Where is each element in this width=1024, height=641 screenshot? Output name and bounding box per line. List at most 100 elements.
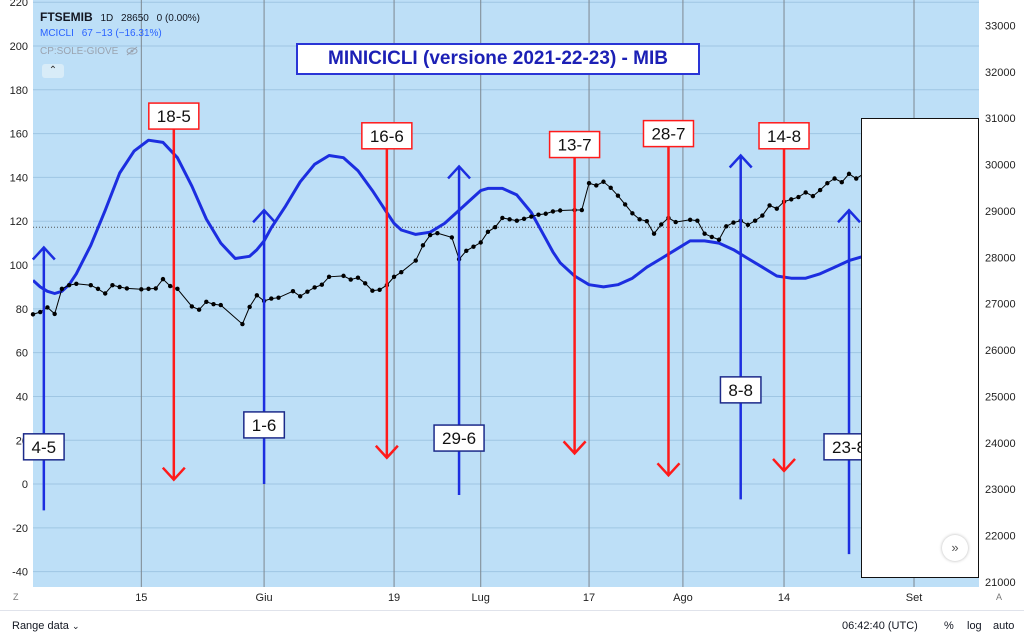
left-axis-tick-label: 0 (22, 479, 28, 491)
right-axis-tick-label: 22000 (985, 531, 1016, 543)
low-marker-label-box (22, 433, 65, 461)
high-marker-label: 14-8 (767, 127, 801, 146)
price-point (305, 289, 310, 294)
price-point (175, 286, 180, 292)
left-axis-tick-label: 40 (16, 391, 28, 403)
price-point (543, 211, 548, 216)
chevron-up-icon[interactable]: ⌃ (42, 64, 64, 78)
price-point (550, 209, 556, 214)
left-axis-tick-label: 120 (10, 216, 28, 228)
price-point (745, 222, 751, 228)
price-point (117, 284, 122, 290)
double-chevron-right-icon[interactable]: » (942, 535, 968, 561)
price-point (536, 212, 541, 217)
eye-off-icon[interactable] (126, 46, 138, 56)
price-point (774, 206, 780, 211)
price-point (854, 176, 859, 181)
high-marker-label: 18-5 (157, 107, 191, 126)
price-point (485, 229, 491, 235)
price-point (276, 295, 281, 300)
price-point (651, 231, 657, 236)
price-point (846, 171, 852, 177)
right-axis-tick-label: 30000 (985, 160, 1016, 172)
price-point (95, 286, 101, 292)
right-axis-tick-label: 23000 (985, 484, 1016, 496)
price-point (471, 244, 476, 249)
price-point (500, 215, 505, 221)
price-point (348, 277, 353, 282)
low-marker-label-box (243, 411, 286, 439)
price-point (615, 193, 621, 198)
price-point (45, 305, 50, 310)
left-axis-tick-label: -40 (12, 567, 28, 579)
left-axis-tick-label: 140 (10, 172, 28, 184)
price-point (38, 309, 43, 315)
price-point (297, 294, 303, 299)
price-point (825, 180, 830, 186)
price-point (579, 207, 585, 213)
legend-overlay[interactable]: CP:SOLE-GIOVE (40, 46, 138, 57)
price-point (211, 301, 216, 307)
price-point (312, 285, 317, 290)
price-point (702, 231, 707, 236)
price-point (240, 321, 245, 327)
range-data-button[interactable]: Range data ⌄ (12, 620, 80, 632)
price-point (362, 281, 368, 286)
price-point (557, 208, 563, 213)
left-axis-tick-label: 220 (10, 0, 28, 9)
price-point (586, 180, 592, 186)
price-point (66, 282, 72, 288)
log-scale-toggle[interactable]: log (967, 620, 982, 632)
price-point (789, 197, 794, 202)
blank-overlay-panel (861, 118, 979, 578)
low-marker-label: 4-5 (32, 438, 57, 457)
legend-main-series[interactable]: FTSEMIB 1D 28650 0 (0.00%) (40, 10, 205, 24)
legend-indicator-values: 67 −13 (−16.31%) (81, 28, 162, 39)
low-marker-label-box (433, 424, 485, 452)
price-point (832, 176, 837, 181)
high-arrow-head (562, 440, 587, 456)
bottom-toolbar: Range data ⌄ 06:42:40 (UTC) % log auto (0, 610, 1024, 641)
low-arrow-head (447, 164, 471, 180)
price-point (478, 240, 483, 245)
price-point (189, 304, 195, 309)
price-point (413, 258, 418, 263)
chart-title: MINICICLI (versione 2021-22-23) - MIB (296, 43, 700, 75)
price-point (139, 287, 144, 292)
x-axis-tick-label: Ago (673, 592, 693, 604)
left-axis-tick-label: 60 (16, 348, 28, 360)
right-axis-tick-label: 25000 (985, 391, 1016, 403)
utc-clock[interactable]: 06:42:40 (UTC) (842, 620, 918, 632)
low-arrow-head (837, 208, 861, 224)
price-point (124, 286, 130, 291)
price-point (817, 187, 823, 193)
auto-scale-toggle[interactable]: auto (993, 620, 1015, 632)
price-point (196, 307, 202, 312)
price-point (377, 287, 382, 292)
x-axis-tick-label: 15 (135, 592, 147, 604)
legend-indicator[interactable]: MCICLI 67 −13 (−16.31%) (40, 28, 167, 39)
price-point (724, 224, 729, 229)
high-marker-label-box (758, 122, 810, 150)
legend-overlay-name: CP:SOLE-GIOVE (40, 46, 119, 57)
left-axis-tick-label: 180 (10, 85, 28, 97)
price-point (839, 180, 844, 185)
price-point (529, 214, 534, 219)
price-point (796, 194, 801, 200)
price-point (160, 276, 166, 282)
percent-scale-toggle[interactable]: % (944, 620, 954, 632)
low-arrow-head (31, 245, 56, 261)
corner-label-left[interactable]: Z (13, 592, 19, 602)
legend-price: 28650 (121, 13, 149, 24)
price-point (760, 213, 765, 218)
corner-label-right[interactable]: A (996, 592, 1003, 602)
price-point (52, 311, 57, 317)
chevron-down-icon: ⌄ (71, 621, 80, 631)
legend-indicator-name: MCICLI (40, 28, 74, 39)
x-axis-tick-label: 17 (583, 592, 595, 604)
chart-area[interactable]: -40-200204060801001201401601802002202100… (0, 0, 1024, 610)
price-point (341, 273, 346, 279)
legend-change: 0 (0.00%) (156, 13, 200, 24)
high-arrow-head (656, 462, 681, 478)
price-point (391, 274, 397, 280)
